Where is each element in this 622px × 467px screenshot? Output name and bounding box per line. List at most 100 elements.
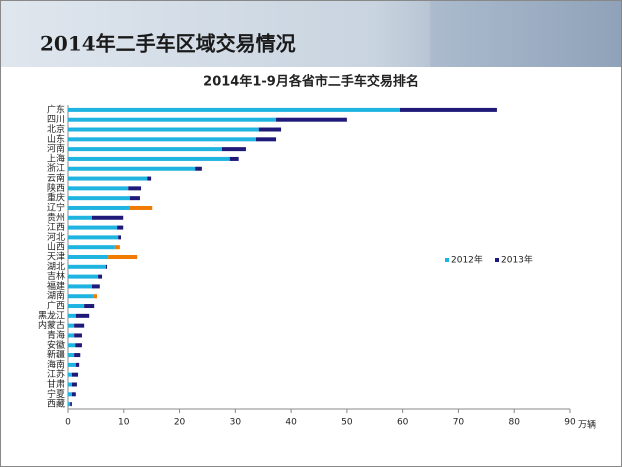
x-tick-label: 20 bbox=[174, 418, 186, 428]
chart-title: 2014年1-9月各省市二手车交易排名 bbox=[203, 74, 419, 90]
bar-segment bbox=[68, 235, 119, 240]
y-tick-label: 浙江 bbox=[47, 162, 65, 174]
legend-swatch bbox=[495, 258, 499, 262]
x-tick-label: 50 bbox=[341, 418, 353, 428]
bar-segment bbox=[255, 137, 277, 142]
y-tick-label: 西藏 bbox=[47, 398, 65, 410]
bar-segment bbox=[229, 156, 239, 161]
bar-segment bbox=[68, 274, 99, 279]
y-tick-label: 内蒙古 bbox=[38, 319, 65, 331]
y-tick-label: 贵州 bbox=[47, 211, 65, 223]
bar-segment bbox=[258, 127, 282, 132]
y-tick-label: 山西 bbox=[47, 242, 65, 253]
bar-segment bbox=[75, 343, 82, 348]
y-tick-label: 云南 bbox=[47, 172, 65, 184]
y-tick-label: 山东 bbox=[47, 133, 65, 145]
bar-segment bbox=[91, 215, 124, 220]
y-tick-label: 河南 bbox=[47, 143, 65, 155]
bar-segment bbox=[68, 127, 259, 132]
bar-segment bbox=[68, 284, 92, 289]
y-tick-label: 上海 bbox=[47, 152, 65, 164]
bar-segment bbox=[108, 255, 138, 259]
bar-segment bbox=[68, 245, 115, 250]
bar-segment bbox=[276, 117, 347, 122]
y-tick-label: 甘肃 bbox=[47, 378, 65, 390]
bar-segment bbox=[68, 323, 75, 328]
bar-segment bbox=[221, 147, 246, 152]
y-tick-label: 河北 bbox=[47, 231, 65, 243]
x-tick-label: 80 bbox=[508, 418, 520, 428]
y-tick-label: 北京 bbox=[47, 123, 65, 135]
bar-segment bbox=[68, 392, 72, 397]
y-tick-label: 四川 bbox=[47, 115, 65, 125]
y-tick-label: 广东 bbox=[47, 103, 65, 115]
y-tick-label: 新疆 bbox=[47, 349, 65, 361]
bar-segment bbox=[68, 304, 85, 309]
y-tick-label: 陕西 bbox=[47, 182, 65, 194]
y-tick-label: 青海 bbox=[47, 329, 65, 341]
bar-segment bbox=[68, 176, 148, 181]
bar-segment bbox=[68, 147, 222, 152]
bar-segment bbox=[68, 186, 129, 191]
y-tick-label: 宁夏 bbox=[47, 388, 65, 400]
y-tick-label: 黑龙江 bbox=[38, 309, 65, 321]
bar-segment bbox=[70, 402, 72, 407]
y-tick-label: 海南 bbox=[47, 358, 65, 370]
bar-segment bbox=[117, 225, 124, 230]
bar-segment bbox=[98, 274, 103, 279]
bar-segment bbox=[68, 156, 230, 161]
bar-segment bbox=[68, 117, 277, 122]
y-tick-label: 江西 bbox=[47, 222, 65, 233]
bar-segment bbox=[68, 215, 92, 220]
x-tick-label: 70 bbox=[453, 418, 465, 428]
y-tick-label: 福建 bbox=[47, 280, 65, 292]
x-tick-label: 10 bbox=[118, 418, 130, 428]
bar-segment bbox=[74, 333, 82, 338]
bar-segment bbox=[114, 245, 120, 250]
y-tick-label: 湖南 bbox=[47, 290, 65, 302]
bar-segment bbox=[118, 235, 121, 240]
x-tick-label: 40 bbox=[285, 418, 297, 428]
bar-segment bbox=[147, 176, 152, 181]
bar-segment bbox=[68, 362, 76, 367]
bar-segment bbox=[74, 323, 85, 328]
bar-segment bbox=[129, 205, 153, 210]
bar-segment bbox=[71, 382, 77, 387]
slide-title: 2014年二手车区域交易情况 bbox=[40, 32, 296, 56]
bar-segment bbox=[71, 372, 79, 377]
y-tick-label: 湖北 bbox=[47, 261, 65, 272]
x-tick-label: 30 bbox=[230, 418, 242, 428]
y-tick-label: 广西 bbox=[47, 300, 65, 312]
bar-segment bbox=[68, 402, 71, 407]
bar-segment bbox=[68, 196, 130, 201]
bar-segment bbox=[68, 225, 118, 230]
bar-segment bbox=[68, 333, 75, 338]
legend-label: 2013年 bbox=[501, 254, 533, 266]
bar-segment bbox=[75, 313, 90, 318]
bar-segment bbox=[68, 343, 76, 348]
bar-segment bbox=[128, 186, 142, 191]
y-tick-label: 江苏 bbox=[47, 368, 65, 380]
bar-segment bbox=[68, 313, 76, 318]
x-tick-label: 60 bbox=[397, 418, 409, 428]
bar-segment bbox=[91, 284, 100, 289]
bar-segment bbox=[68, 294, 94, 299]
bar-segment bbox=[129, 196, 140, 201]
bar-segment bbox=[399, 107, 497, 112]
bar-segment bbox=[68, 382, 72, 387]
y-tick-label: 天津 bbox=[47, 252, 65, 263]
x-tick-label: 90 bbox=[564, 418, 576, 428]
bar-segment bbox=[195, 166, 202, 171]
bar-segment bbox=[68, 255, 109, 259]
bar-segment bbox=[68, 264, 106, 269]
legend-swatch bbox=[445, 258, 449, 262]
y-tick-label: 重庆 bbox=[47, 192, 65, 204]
bar-segment bbox=[68, 205, 130, 210]
x-tick-label: 0 bbox=[65, 418, 71, 428]
bar-segment bbox=[68, 107, 400, 112]
y-tick-label: 安徽 bbox=[47, 339, 65, 351]
bar-segment bbox=[74, 353, 81, 358]
header-art bbox=[430, 1, 621, 67]
